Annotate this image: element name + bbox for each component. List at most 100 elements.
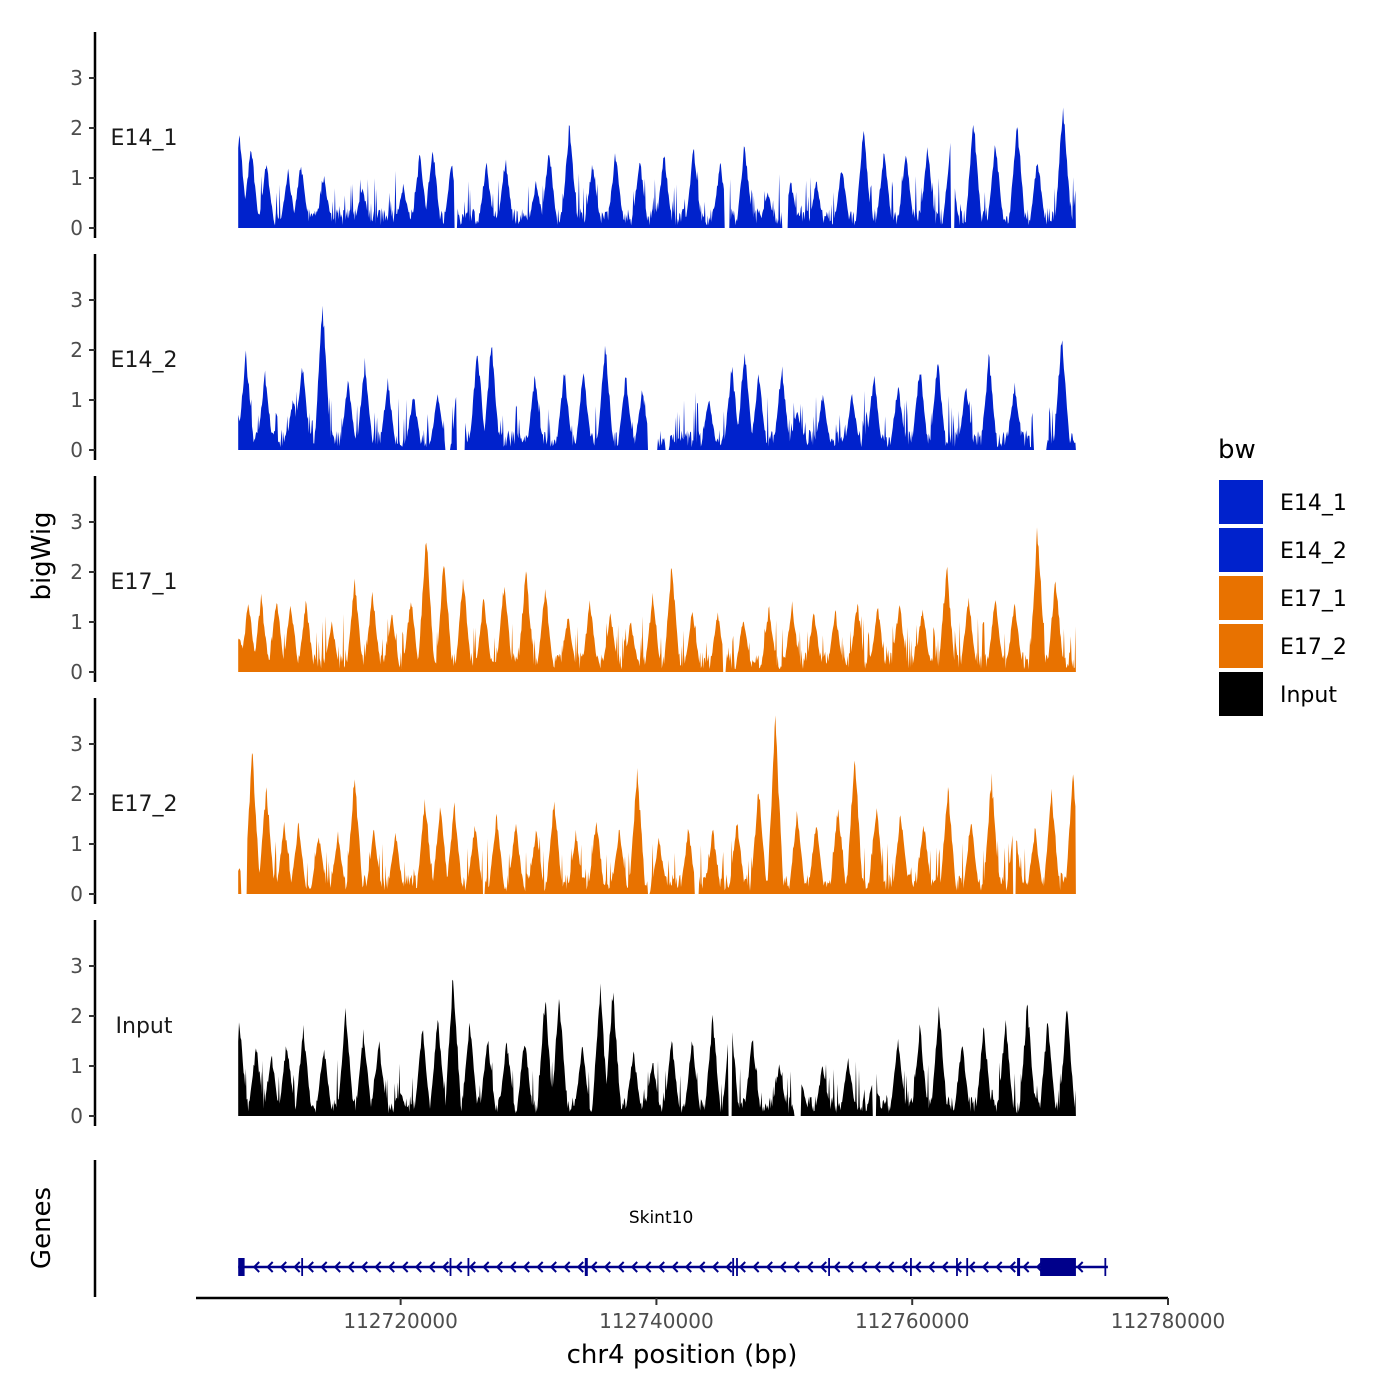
strand-chevron — [819, 1261, 827, 1273]
y-tick-label: 2 — [70, 116, 83, 140]
track-label: E14_1 — [111, 126, 178, 151]
legend-key-E17_2 — [1219, 624, 1263, 668]
signal-area-Input — [238, 979, 1076, 1116]
y-tick-label: 0 — [70, 216, 83, 240]
strand-chevron — [603, 1261, 611, 1273]
y-tick-label: 3 — [70, 732, 83, 756]
signal-area-E14_2 — [238, 305, 1076, 450]
strand-chevron — [792, 1261, 800, 1273]
strand-chevron — [725, 1261, 733, 1273]
exon — [1040, 1258, 1076, 1276]
gene-label: Skint10 — [629, 1208, 693, 1228]
exon — [584, 1258, 588, 1276]
strand-chevron — [320, 1261, 328, 1273]
genes-axis-title: Genes — [27, 1187, 57, 1269]
strand-chevron — [1076, 1261, 1084, 1273]
strand-chevron — [752, 1261, 760, 1273]
legend-label: E17_2 — [1280, 635, 1347, 660]
strand-chevron — [306, 1261, 314, 1273]
strand-chevron — [374, 1261, 382, 1273]
y-tick-label: 3 — [70, 954, 83, 978]
track-label: E17_1 — [111, 570, 178, 595]
y-axis-title: bigWig — [27, 511, 57, 600]
strand-chevron — [401, 1261, 409, 1273]
strand-chevron — [657, 1261, 665, 1273]
y-tick-label: 3 — [70, 66, 83, 90]
strand-chevron — [441, 1261, 449, 1273]
strand-chevron — [590, 1261, 598, 1273]
y-tick-label: 1 — [70, 388, 83, 412]
legend-label: E14_1 — [1280, 491, 1347, 516]
x-tick-label: 112780000 — [1111, 1309, 1226, 1333]
strand-chevron — [617, 1261, 625, 1273]
gene-track: Skint10 — [93, 1160, 1108, 1297]
strand-chevron — [644, 1261, 652, 1273]
signal-area-E14_1 — [238, 107, 1076, 228]
track-E17_1: 0 1 2 3 E17_1 — [70, 476, 1076, 684]
strand-chevron — [576, 1261, 584, 1273]
strand-chevron — [522, 1261, 530, 1273]
strand-chevron — [941, 1261, 949, 1273]
strand-chevron — [968, 1261, 976, 1273]
y-tick-label: 2 — [70, 338, 83, 362]
legend-label: E14_2 — [1280, 539, 1347, 564]
legend-key-E14_2 — [1219, 528, 1263, 572]
strand-chevron — [293, 1261, 301, 1273]
y-tick-label: 1 — [70, 166, 83, 190]
strand-chevron — [347, 1261, 355, 1273]
y-tick-label: 1 — [70, 832, 83, 856]
y-tick-label: 0 — [70, 1104, 83, 1128]
strand-chevron — [1008, 1261, 1016, 1273]
x-tick-label: 112760000 — [855, 1309, 970, 1333]
signal-area-E17_1 — [238, 527, 1076, 672]
strand-chevron — [860, 1261, 868, 1273]
exon — [1017, 1258, 1021, 1276]
strand-chevron — [509, 1261, 517, 1273]
x-tick-label: 112740000 — [599, 1309, 714, 1333]
y-tick-label: 1 — [70, 1054, 83, 1078]
strand-chevron — [698, 1261, 706, 1273]
strand-chevron — [684, 1261, 692, 1273]
legend-title: bw — [1218, 435, 1256, 465]
strand-chevron — [549, 1261, 557, 1273]
y-tick-label: 3 — [70, 288, 83, 312]
strand-chevron — [927, 1261, 935, 1273]
x-axis: 112720000 112740000 112760000 112780000 — [196, 1296, 1226, 1333]
strand-chevron — [711, 1261, 719, 1273]
legend-label: Input — [1280, 683, 1337, 708]
strand-chevron — [468, 1261, 476, 1273]
y-tick-label: 1 — [70, 610, 83, 634]
strand-chevron — [846, 1261, 854, 1273]
strand-chevron — [914, 1261, 922, 1273]
strand-chevron — [995, 1261, 1003, 1273]
strand-chevron — [252, 1261, 260, 1273]
strand-chevron — [833, 1261, 841, 1273]
strand-chevron — [563, 1261, 571, 1273]
legend-key-E14_1 — [1219, 480, 1263, 524]
strand-chevron — [900, 1261, 908, 1273]
legend-label: E17_1 — [1280, 587, 1347, 612]
y-tick-label: 0 — [70, 438, 83, 462]
strand-chevron — [360, 1261, 368, 1273]
track-Input: 0 1 2 3 Input — [70, 920, 1076, 1128]
legend: bw E14_1 E14_2 E17_1 E17_2 Input — [1218, 435, 1347, 716]
track-E14_2: 0 1 2 3 E14_2 — [70, 254, 1076, 462]
strand-chevron — [981, 1261, 989, 1273]
strand-chevron — [873, 1261, 881, 1273]
strand-chevron — [779, 1261, 787, 1273]
strand-chevron — [806, 1261, 814, 1273]
y-tick-label: 0 — [70, 882, 83, 906]
y-tick-label: 0 — [70, 660, 83, 684]
y-tick-label: 3 — [70, 510, 83, 534]
strand-chevron — [333, 1261, 341, 1273]
track-E14_1: 0 1 2 3 E14_1 — [70, 32, 1076, 240]
exon — [238, 1258, 245, 1276]
track-E17_2: 0 1 2 3 E17_2 — [70, 698, 1076, 906]
signal-area-E17_2 — [238, 715, 1076, 894]
strand-chevron — [671, 1261, 679, 1273]
strand-chevron — [536, 1261, 544, 1273]
strand-chevron — [455, 1261, 463, 1273]
strand-chevron — [495, 1261, 503, 1273]
legend-key-E17_1 — [1219, 576, 1263, 620]
